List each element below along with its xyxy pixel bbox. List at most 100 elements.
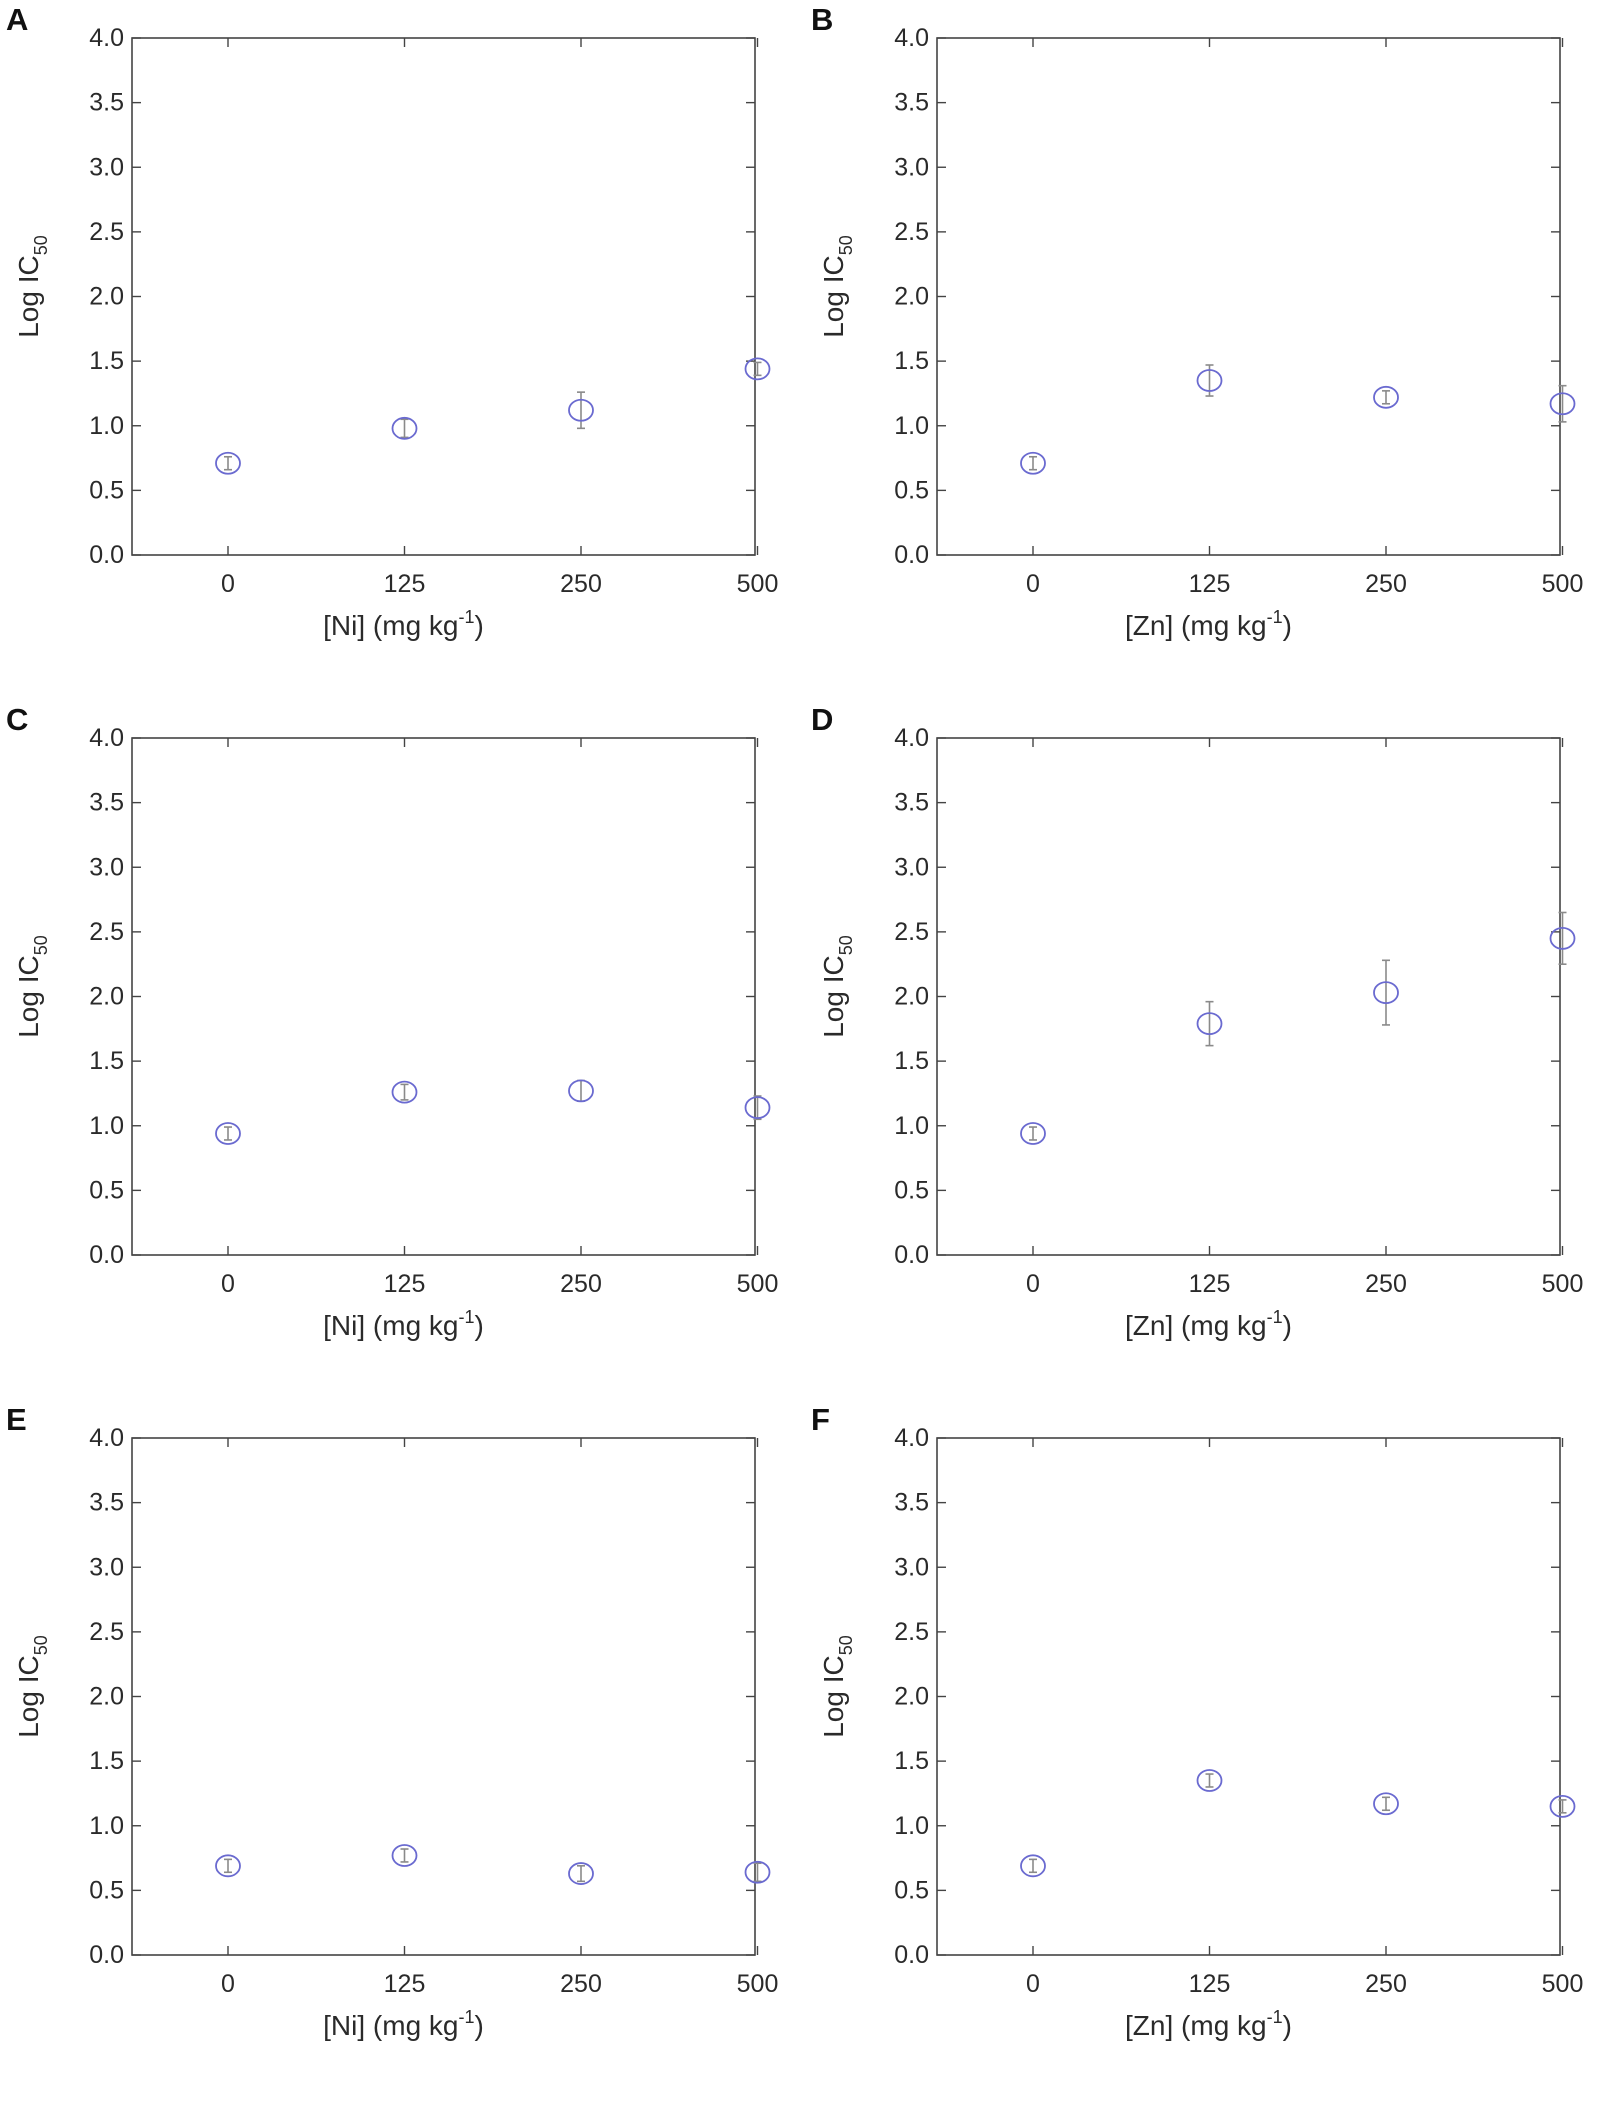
- x-tick-label: 500: [737, 1270, 779, 1298]
- plot-frame: [131, 737, 756, 1256]
- y-tick-label: 4.0: [89, 1424, 124, 1452]
- data-marker: [1020, 1854, 1046, 1878]
- panel-d: D 0.00.51.01.52.02.53.03.54.001252505007…: [805, 700, 1610, 1400]
- panel-e: E 0.00.51.01.52.02.53.03.54.001252505007…: [0, 1400, 805, 2100]
- y-tick-label: 3.5: [894, 89, 929, 117]
- y-tick-label: 0.0: [894, 1941, 929, 1969]
- data-point: [1196, 364, 1223, 397]
- data-marker: [1549, 392, 1576, 416]
- y-axis-label: Log IC50: [13, 1635, 51, 1738]
- x-tick-label: 500: [737, 1970, 779, 1998]
- plot-frame: [936, 737, 1561, 1256]
- y-tick-label: 1.5: [89, 347, 124, 375]
- y-tick-label: 3.0: [894, 853, 929, 881]
- x-tick-label: 250: [1365, 1270, 1407, 1298]
- x-tick-label: 250: [560, 1970, 602, 1998]
- data-marker: [1373, 385, 1399, 409]
- y-tick-label: 1.0: [894, 1812, 929, 1840]
- x-tick-label: 250: [1365, 1970, 1407, 1998]
- x-tick-label: 125: [1189, 1270, 1231, 1298]
- data-point: [568, 1079, 594, 1103]
- y-tick-label: 0.5: [89, 476, 124, 504]
- x-tick-label: 0: [1026, 1270, 1040, 1298]
- y-tick-label: 1.5: [89, 1747, 124, 1775]
- x-tick-label: 125: [384, 1970, 426, 1998]
- y-tick-label: 0.0: [89, 541, 124, 569]
- x-tick-label: 500: [1542, 1970, 1584, 1998]
- panel-letter: F: [811, 1402, 830, 1437]
- y-tick-label: 2.0: [894, 1683, 929, 1711]
- data-marker: [391, 1080, 418, 1104]
- y-axis-label: Log IC50: [13, 935, 51, 1038]
- data-marker: [391, 1844, 418, 1867]
- y-tick-label: 3.5: [89, 1489, 124, 1517]
- data-point: [391, 416, 418, 440]
- data-point: [1020, 1854, 1046, 1878]
- data-marker: [215, 451, 241, 475]
- y-axis-label: Log IC50: [818, 235, 856, 338]
- y-tick-label: 3.0: [89, 1553, 124, 1581]
- data-marker: [1373, 981, 1399, 1005]
- data-point: [568, 391, 594, 430]
- data-marker: [1549, 926, 1576, 950]
- data-marker: [568, 398, 594, 422]
- data-marker: [1373, 1792, 1399, 1816]
- y-tick-label: 0.0: [894, 1241, 929, 1269]
- data-marker: [1196, 1012, 1223, 1036]
- panel-letter: D: [811, 702, 834, 737]
- data-marker: [1549, 1794, 1576, 1818]
- chart-d: 0.00.51.01.52.02.53.03.54.00125250500750…: [818, 724, 1584, 1341]
- data-marker: [391, 416, 418, 440]
- x-axis-label: [Ni] (mg kg-1): [323, 2007, 484, 2041]
- data-point: [1196, 1769, 1223, 1792]
- y-tick-label: 0.5: [894, 1176, 929, 1204]
- x-axis-label: [Zn] (mg kg-1): [1125, 1307, 1292, 1341]
- chart-f: 0.00.51.01.52.02.53.03.54.00125250500750…: [818, 1424, 1584, 2041]
- plot-frame: [131, 1437, 756, 1956]
- y-tick-label: 0.0: [89, 1941, 124, 1969]
- x-tick-label: 250: [560, 570, 602, 598]
- plot-frame: [131, 37, 756, 556]
- y-tick-label: 0.5: [89, 1176, 124, 1204]
- y-tick-label: 0.5: [894, 476, 929, 504]
- y-tick-label: 3.5: [89, 789, 124, 817]
- data-marker: [568, 1079, 594, 1103]
- y-tick-label: 2.5: [894, 1618, 929, 1646]
- y-tick-label: 4.0: [89, 24, 124, 52]
- data-point: [215, 451, 241, 475]
- y-tick-label: 3.0: [89, 853, 124, 881]
- chart-c: 0.00.51.01.52.02.53.03.54.00125250500750…: [13, 724, 779, 1341]
- data-point: [744, 1095, 771, 1121]
- data-point: [1020, 451, 1046, 475]
- x-tick-label: 500: [1542, 1270, 1584, 1298]
- plot-frame: [936, 37, 1561, 556]
- data-point: [215, 1854, 241, 1878]
- y-tick-label: 2.5: [89, 218, 124, 246]
- y-tick-label: 3.5: [89, 89, 124, 117]
- panel-c: C 0.00.51.01.52.02.53.03.54.001252505007…: [0, 700, 805, 1400]
- x-tick-label: 125: [384, 570, 426, 598]
- data-point: [1373, 959, 1399, 1026]
- data-point: [1373, 1792, 1399, 1816]
- x-tick-label: 500: [1542, 570, 1584, 598]
- y-tick-label: 1.0: [894, 412, 929, 440]
- y-tick-label: 1.5: [894, 1747, 929, 1775]
- y-tick-label: 2.0: [89, 283, 124, 311]
- x-tick-label: 0: [221, 570, 235, 598]
- data-point: [744, 357, 771, 381]
- panel-a: A 0.00.51.01.52.02.53.03.54.001252505007…: [0, 0, 805, 700]
- data-point: [1549, 384, 1576, 423]
- y-tick-label: 3.0: [89, 153, 124, 181]
- x-tick-label: 250: [1365, 570, 1407, 598]
- y-tick-label: 0.0: [89, 1241, 124, 1269]
- y-tick-label: 1.0: [894, 1112, 929, 1140]
- y-tick-label: 1.5: [894, 1047, 929, 1075]
- y-axis-label: Log IC50: [13, 235, 51, 338]
- y-axis-label: Log IC50: [818, 935, 856, 1038]
- data-point: [391, 1080, 418, 1104]
- data-marker: [215, 1854, 241, 1878]
- x-tick-label: 250: [560, 1270, 602, 1298]
- plot-frame: [936, 1437, 1561, 1956]
- data-marker: [1020, 1122, 1046, 1145]
- y-tick-label: 3.0: [894, 153, 929, 181]
